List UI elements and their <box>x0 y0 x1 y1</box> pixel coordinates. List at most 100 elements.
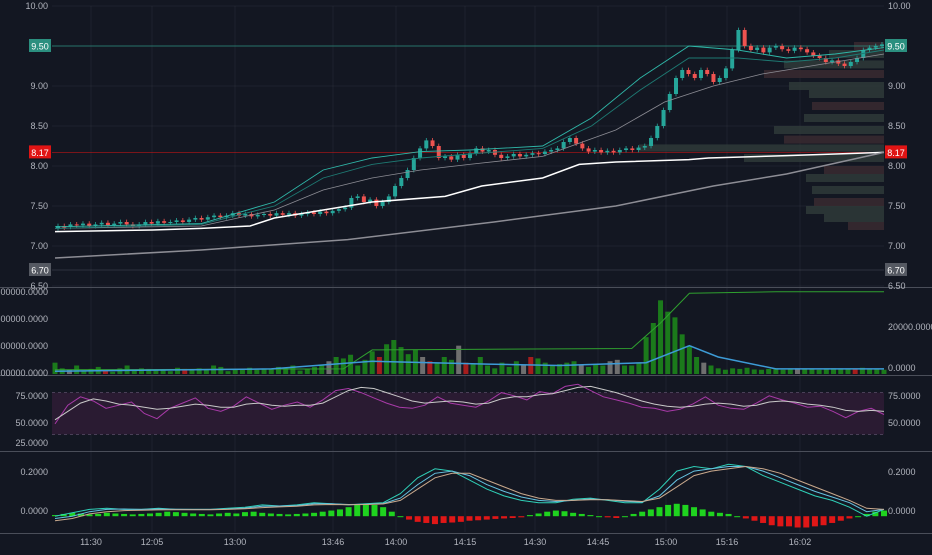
time-axis-label: 15:00 <box>655 537 678 547</box>
price-tick-right: 9.00 <box>888 81 906 91</box>
macd-histogram-bar <box>328 510 335 517</box>
macd-histogram-bar <box>725 513 732 517</box>
macd-histogram-bar <box>665 504 672 517</box>
candle-body <box>599 150 604 153</box>
volume-bar <box>420 357 426 374</box>
time-axis-label: 14:45 <box>587 537 610 547</box>
candle-body <box>748 46 753 50</box>
volume-bar <box>239 369 245 374</box>
macd-histogram-bar <box>69 512 76 517</box>
candle-body <box>842 63 847 66</box>
macd-histogram-bar <box>509 516 516 519</box>
macd-tick-left: 0.0000 <box>20 506 48 516</box>
volume-avg-line <box>54 344 884 372</box>
candle-body <box>723 68 728 78</box>
volume-bar <box>102 370 108 374</box>
macd-histogram-bar <box>613 516 620 519</box>
macd-histogram-bar <box>138 513 145 517</box>
volume-bar <box>758 369 764 374</box>
volume-bar <box>203 369 209 374</box>
volume-profile-bar <box>804 114 884 122</box>
volume-bar <box>427 361 433 374</box>
volume-bar <box>838 368 844 374</box>
volume-bar <box>513 361 519 374</box>
volume-profile-bar <box>806 206 884 214</box>
candle-body <box>180 220 185 222</box>
macd-histogram-bar <box>561 511 568 517</box>
candle-body <box>580 143 585 149</box>
candle-body <box>262 214 266 215</box>
volume-bar <box>232 368 238 374</box>
candle-body <box>449 156 454 160</box>
macd-histogram-bar <box>250 511 257 517</box>
price-tag-right <box>885 39 907 52</box>
volume-bar <box>874 368 880 374</box>
price-tick-right: 7.50 <box>888 201 906 211</box>
candle-body <box>349 198 354 208</box>
candle-body <box>817 55 822 58</box>
volume-bar <box>535 358 541 374</box>
volume-tick-left: 300000.0000 <box>0 368 48 378</box>
macd-histogram-bar <box>440 516 447 523</box>
macd-histogram-bar <box>829 516 836 523</box>
volume-bar <box>823 369 829 374</box>
macd-line <box>54 465 885 522</box>
volume-bar <box>542 362 548 374</box>
macd-histogram-bar <box>466 516 473 521</box>
candle-body <box>105 222 110 226</box>
macd-histogram-bar <box>103 512 110 517</box>
volume-profile-bar <box>829 50 884 58</box>
macd-histogram-bar <box>146 513 153 517</box>
candle-body <box>636 147 641 150</box>
ma-line-ma_mid <box>54 49 885 229</box>
volume-bar <box>780 369 786 374</box>
price-tick-right: 8.50 <box>888 121 906 131</box>
candle-body <box>786 49 791 51</box>
macd-histogram-bar <box>311 512 318 517</box>
candle-body <box>361 196 366 202</box>
macd-histogram-bar <box>362 503 369 517</box>
candle-body <box>674 78 678 94</box>
candle-body <box>68 224 73 227</box>
price-tag-left-label: 9.50 <box>31 42 49 52</box>
candle-body <box>830 60 835 62</box>
volume-bar <box>701 362 707 374</box>
candle-body <box>848 62 853 66</box>
volume-bar <box>585 366 591 374</box>
volume-profile-bar <box>812 186 884 194</box>
volume-bar <box>391 340 397 374</box>
macd-histogram-bar <box>345 507 352 517</box>
macd-histogram-bar <box>276 513 283 517</box>
candle-body <box>424 140 429 149</box>
price-tag-left <box>29 263 51 276</box>
volume-profile-bar <box>824 166 884 174</box>
volume-bar <box>578 365 584 374</box>
ma-line-ma_fast <box>54 45 885 228</box>
macd-histogram-bar <box>682 504 689 517</box>
candle-body <box>430 140 435 146</box>
candle-body <box>299 214 304 216</box>
volume-bar <box>376 357 382 374</box>
macd-histogram-bar <box>855 516 862 518</box>
volume-bar <box>304 368 310 374</box>
volume-bar <box>268 369 274 374</box>
macd-histogram-bar <box>656 507 663 517</box>
candle-body <box>873 46 878 48</box>
macd-histogram-bar <box>742 516 749 519</box>
macd-histogram-bar <box>259 512 266 517</box>
price-tag-left <box>29 39 51 52</box>
volume-bar <box>549 365 555 374</box>
volume-bar <box>405 354 411 374</box>
volume-bar <box>297 370 303 374</box>
time-axis-label: 11:30 <box>80 537 102 547</box>
volume-bar <box>247 367 253 374</box>
volume-bar <box>766 368 772 374</box>
volume-bar <box>751 369 757 374</box>
macd-histogram-bar <box>768 516 775 526</box>
volume-bar <box>312 366 318 374</box>
macd-histogram-bar <box>233 513 240 517</box>
price-tick-left: 8.00 <box>30 161 48 171</box>
candle-body <box>530 153 535 155</box>
